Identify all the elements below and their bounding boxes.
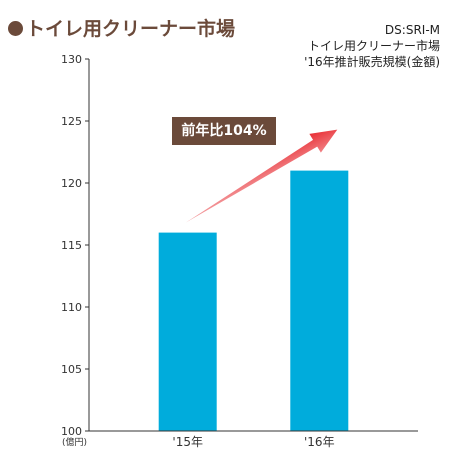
y-tick-label: 105 bbox=[61, 363, 82, 376]
x-category-label: '16年 bbox=[304, 435, 335, 449]
y-tick-label: 130 bbox=[61, 53, 82, 66]
y-tick-label: 100 bbox=[61, 425, 82, 438]
growth-arrow-path bbox=[185, 129, 338, 223]
bars bbox=[158, 170, 349, 431]
source-note-line-3: '16年推計販売規模(金額) bbox=[304, 55, 440, 69]
bar bbox=[290, 170, 349, 431]
y-tick-label: 120 bbox=[61, 177, 82, 190]
title-bullet-icon bbox=[8, 21, 23, 36]
source-note-line-2: トイレ用クリーナー市場 bbox=[307, 39, 440, 53]
growth-arrow-shape bbox=[185, 129, 338, 223]
y-axis: 100 105 110 115 120 125 130 bbox=[61, 53, 90, 438]
bar bbox=[158, 232, 217, 431]
source-note: DS:SRI-M トイレ用クリーナー市場 '16年推計販売規模(金額) bbox=[304, 22, 440, 70]
source-note-line-1: DS:SRI-M bbox=[384, 23, 440, 37]
x-axis: (億円) '15年 '16年 bbox=[62, 430, 418, 449]
growth-arrow bbox=[185, 129, 338, 223]
growth-callout: 前年比104% bbox=[172, 117, 276, 145]
y-tick-label: 125 bbox=[61, 115, 82, 128]
chart-title-text: トイレ用クリーナー市場 bbox=[26, 18, 236, 40]
x-category-label: '15年 bbox=[172, 435, 203, 449]
unit-label: (億円) bbox=[62, 436, 87, 448]
chart-title: トイレ用クリーナー市場 bbox=[8, 14, 235, 41]
y-tick-label: 110 bbox=[61, 301, 82, 314]
y-tick-label: 115 bbox=[61, 239, 82, 252]
